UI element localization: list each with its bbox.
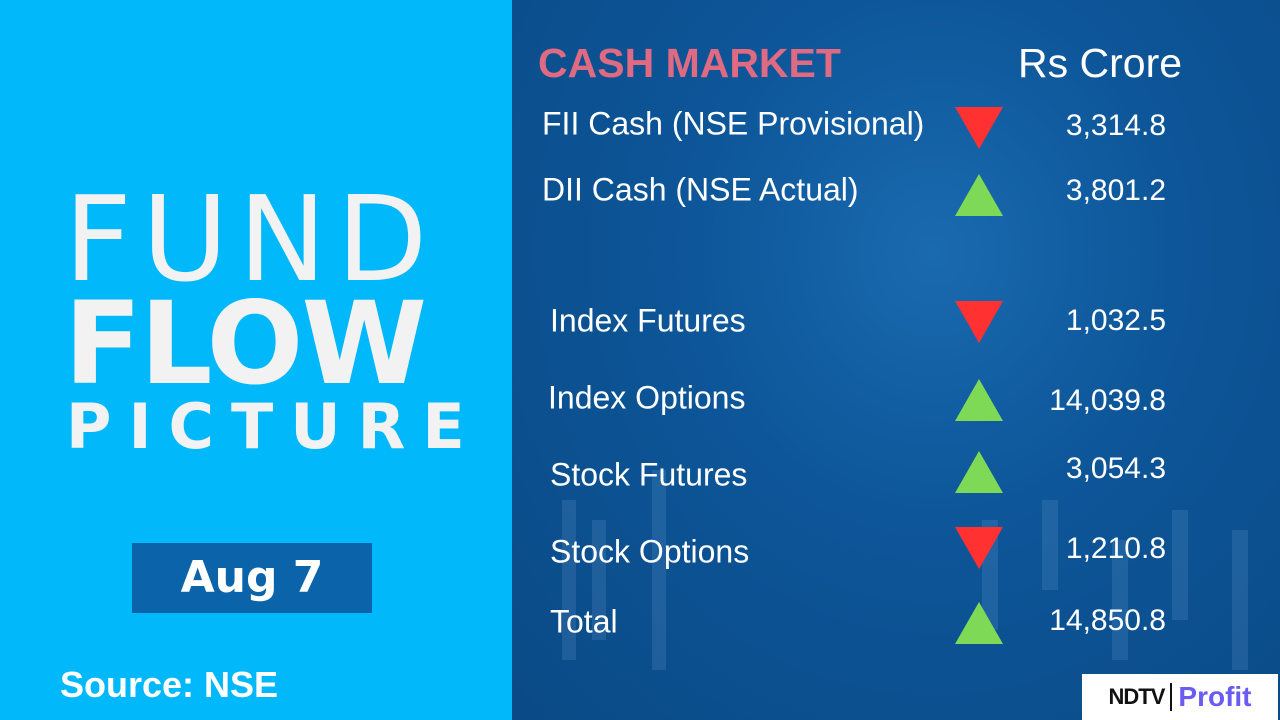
row-value: 1,210.8 bbox=[1065, 532, 1166, 565]
logo-product: Profit bbox=[1178, 681, 1252, 712]
row-value: 3,801.2 bbox=[1065, 174, 1166, 207]
row-label: DII Cash (NSE Actual) bbox=[542, 171, 859, 208]
row-value: 3,054.3 bbox=[1065, 452, 1166, 485]
section-title: CASH MARKET bbox=[538, 40, 841, 86]
row-label: FII Cash (NSE Provisional) bbox=[542, 105, 925, 142]
title-picture: PICTURE bbox=[66, 390, 482, 463]
row-value: 3,314.8 bbox=[1065, 109, 1166, 142]
row-value: 1,032.5 bbox=[1065, 304, 1166, 337]
up-arrow-icon bbox=[955, 174, 1003, 216]
row-value: 14,039.8 bbox=[1049, 384, 1166, 417]
down-arrow-icon bbox=[955, 301, 1003, 343]
up-arrow-icon bbox=[955, 379, 1003, 421]
down-arrow-icon bbox=[955, 527, 1003, 569]
row-label: Total bbox=[550, 603, 618, 640]
date-badge: Aug 7 bbox=[132, 543, 372, 613]
unit-label: Rs Crore bbox=[1018, 40, 1183, 86]
row-value: 14,850.8 bbox=[1049, 604, 1166, 637]
down-arrow-icon bbox=[955, 107, 1003, 149]
row-label: Index Futures bbox=[550, 302, 746, 339]
row-label: Stock Options bbox=[550, 533, 750, 570]
row-label: Index Options bbox=[548, 379, 746, 416]
logo-divider bbox=[1170, 683, 1173, 711]
up-arrow-icon bbox=[955, 451, 1003, 493]
ndtv-profit-logo: NDTV Profit bbox=[1082, 674, 1278, 720]
source-label: Source: NSE bbox=[60, 664, 279, 705]
logo-brand: NDTV bbox=[1108, 684, 1166, 709]
title-fund: FUND bbox=[64, 170, 438, 308]
up-arrow-icon bbox=[955, 602, 1003, 644]
row-label: Stock Futures bbox=[550, 456, 748, 493]
title-flow: FLOW bbox=[64, 277, 427, 410]
